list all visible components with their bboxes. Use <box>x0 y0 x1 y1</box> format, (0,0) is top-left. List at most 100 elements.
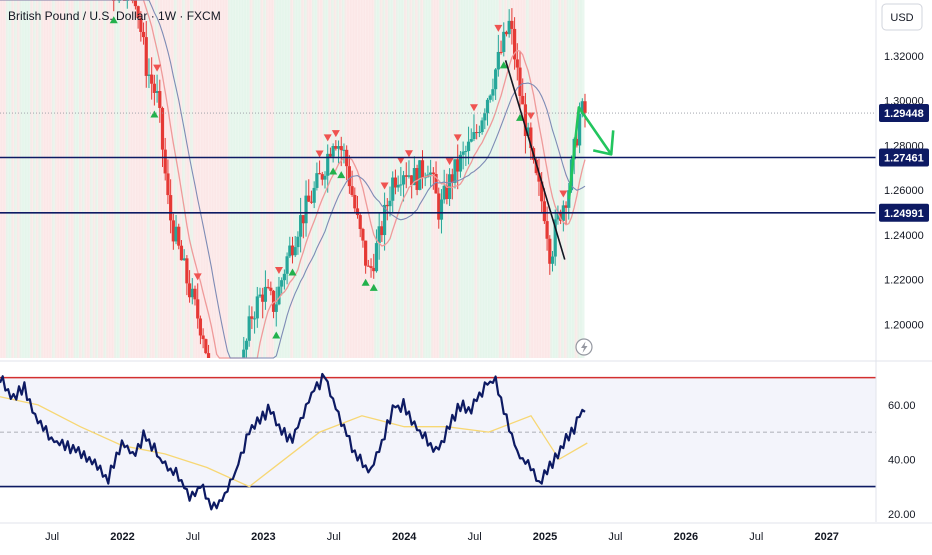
session-stripe <box>46 0 51 358</box>
price-label-text: 1.24991 <box>884 208 924 220</box>
candle-body <box>366 265 370 267</box>
candle-body <box>353 194 357 209</box>
candle-body <box>288 245 292 257</box>
candle-body <box>331 146 335 157</box>
session-stripe <box>160 0 165 358</box>
candle-body <box>515 59 519 68</box>
session-stripe <box>531 0 536 358</box>
candle-body <box>396 184 400 188</box>
candle-body <box>258 294 262 297</box>
candle-body <box>456 159 460 172</box>
session-stripe <box>228 0 233 358</box>
candle-body <box>141 31 146 38</box>
session-stripe <box>466 0 471 358</box>
session-stripe <box>479 0 485 358</box>
sell-signal-marker <box>404 150 413 158</box>
candle-body <box>355 208 360 216</box>
candle-body <box>250 316 254 319</box>
session-stripe <box>8 0 14 358</box>
price-tick-label: 1.32000 <box>884 51 924 63</box>
session-stripe <box>222 0 227 358</box>
session-stripe <box>574 0 580 358</box>
buy-signal-marker <box>369 283 378 291</box>
candle-body <box>534 159 538 174</box>
session-stripe <box>141 0 146 358</box>
buy-signal-marker <box>272 331 281 339</box>
session-stripe <box>425 0 431 358</box>
rsi-axis[interactable]: 60.00 40.00 20.00 <box>888 400 916 521</box>
candle-body <box>420 160 425 178</box>
time-axis[interactable]: Jul 2022 Jul 2023 Jul 2024 Jul 2025 Jul 2026 Jul 20… <box>0 522 932 543</box>
session-stripe <box>580 0 585 358</box>
candle-body <box>171 220 175 242</box>
candle-body <box>244 340 249 350</box>
rsi-tick-label: 60.00 <box>888 400 916 412</box>
session-stripe <box>469 0 474 358</box>
candle-body <box>483 113 487 121</box>
candle-body <box>442 185 446 200</box>
session-stripe <box>290 0 295 358</box>
rsi-pane <box>0 360 932 511</box>
session-stripe <box>504 0 509 358</box>
currency-button[interactable]: USD <box>881 3 923 31</box>
candle-body <box>152 83 156 93</box>
candle-body <box>317 173 322 175</box>
session-stripe <box>553 0 558 358</box>
candle-body <box>242 349 246 358</box>
time-tick-label: Jul <box>608 531 622 543</box>
session-stripe <box>287 0 292 358</box>
session-stripe <box>22 0 27 358</box>
candle-body <box>182 258 186 261</box>
candle-body <box>537 173 541 182</box>
candle-body <box>526 127 530 137</box>
session-stripe <box>523 0 528 358</box>
candle-body <box>439 199 444 220</box>
candle-body <box>347 166 351 187</box>
session-stripe <box>89 0 95 358</box>
session-stripe <box>561 0 566 358</box>
candle-body <box>179 245 184 261</box>
time-tick-label: 2027 <box>814 531 838 543</box>
candle-body <box>315 173 319 188</box>
candle-body <box>266 286 270 288</box>
time-tick-label: Jul <box>468 531 482 543</box>
candle-body <box>133 0 138 7</box>
candle-body <box>374 243 379 272</box>
session-stripe <box>149 0 154 358</box>
downtrend-line <box>504 60 566 260</box>
buy-signal-marker <box>109 16 118 24</box>
candle-body <box>423 177 427 179</box>
session-stripe <box>157 0 162 358</box>
session-stripe <box>33 0 38 358</box>
candle-body <box>431 172 435 174</box>
candle-body <box>477 132 481 134</box>
session-stripe <box>236 0 241 358</box>
candle-body <box>450 174 454 183</box>
session-stripe <box>3 0 8 358</box>
sell-signal-marker <box>274 266 283 274</box>
candle-body <box>301 215 305 224</box>
session-stripe <box>11 0 16 358</box>
candle-body <box>320 174 324 180</box>
candle-body <box>545 221 549 239</box>
candle-body <box>247 316 251 341</box>
session-stripe <box>474 0 479 358</box>
candle-body <box>282 273 286 281</box>
candle-body <box>144 37 148 76</box>
rsi-tick-label: 40.00 <box>888 454 916 466</box>
session-stripe <box>501 0 506 358</box>
candle-body <box>190 288 194 298</box>
projection-arrow-head <box>592 130 615 156</box>
session-stripe <box>5 0 11 358</box>
candle-body <box>445 185 449 200</box>
session-stripe <box>198 0 203 358</box>
candle-body <box>542 201 546 222</box>
session-stripe <box>98 0 103 358</box>
session-stripe <box>168 0 173 358</box>
session-stripe <box>376 0 382 358</box>
price-axis[interactable]: 1.320001.300001.280001.260001.240001.220… <box>875 0 929 522</box>
lightning-icon[interactable] <box>575 338 593 356</box>
session-stripe <box>16 0 22 358</box>
